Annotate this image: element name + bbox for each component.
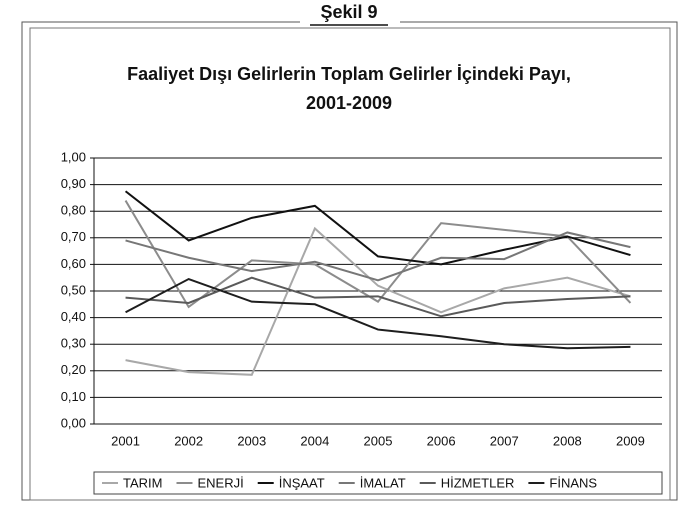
x-tick-label: 2006 <box>427 433 456 448</box>
series-line <box>124 200 632 309</box>
chart-title: 2001-2009 <box>306 93 392 113</box>
legend-label: İMALAT <box>360 475 406 490</box>
y-tick-label: 1,00 <box>61 149 86 164</box>
x-tick-label: 2003 <box>237 433 266 448</box>
y-tick-label: 0,40 <box>61 309 86 324</box>
legend-label: FİNANS <box>549 475 597 490</box>
x-tick-label: 2007 <box>490 433 519 448</box>
x-tick-label: 2002 <box>174 433 203 448</box>
y-tick-label: 0,10 <box>61 389 86 404</box>
x-tick-label: 2008 <box>553 433 582 448</box>
x-tick-label: 2001 <box>111 433 140 448</box>
legend-label: TARIM <box>123 475 162 490</box>
y-tick-label: 0,80 <box>61 203 86 218</box>
series-line <box>125 276 631 318</box>
y-tick-label: 0,20 <box>61 362 86 377</box>
x-tick-label: 2005 <box>364 433 393 448</box>
figure-label: Şekil 9 <box>320 2 377 22</box>
series-line <box>124 190 631 266</box>
y-tick-label: 0,70 <box>61 229 86 244</box>
label-bg <box>300 2 400 26</box>
chart-title: Faaliyet Dışı Gelirlerin Toplam Gelirler… <box>127 64 571 84</box>
x-tick-label: 2009 <box>616 433 645 448</box>
series-line <box>125 277 631 350</box>
y-tick-label: 0,90 <box>61 176 86 191</box>
series-line <box>125 231 631 282</box>
series-line <box>125 226 631 376</box>
y-tick-label: 0,00 <box>61 415 86 430</box>
chart-frame <box>29 27 671 501</box>
y-tick-label: 0,30 <box>61 336 86 351</box>
legend-box <box>93 471 663 495</box>
y-tick-label: 0,60 <box>61 256 86 271</box>
legend-label: HİZMETLER <box>441 475 515 490</box>
legend-label: İNŞAAT <box>279 475 325 490</box>
x-tick-label: 2004 <box>300 433 329 448</box>
legend-label: ENERJİ <box>197 475 243 490</box>
y-tick-label: 0,50 <box>61 282 86 297</box>
